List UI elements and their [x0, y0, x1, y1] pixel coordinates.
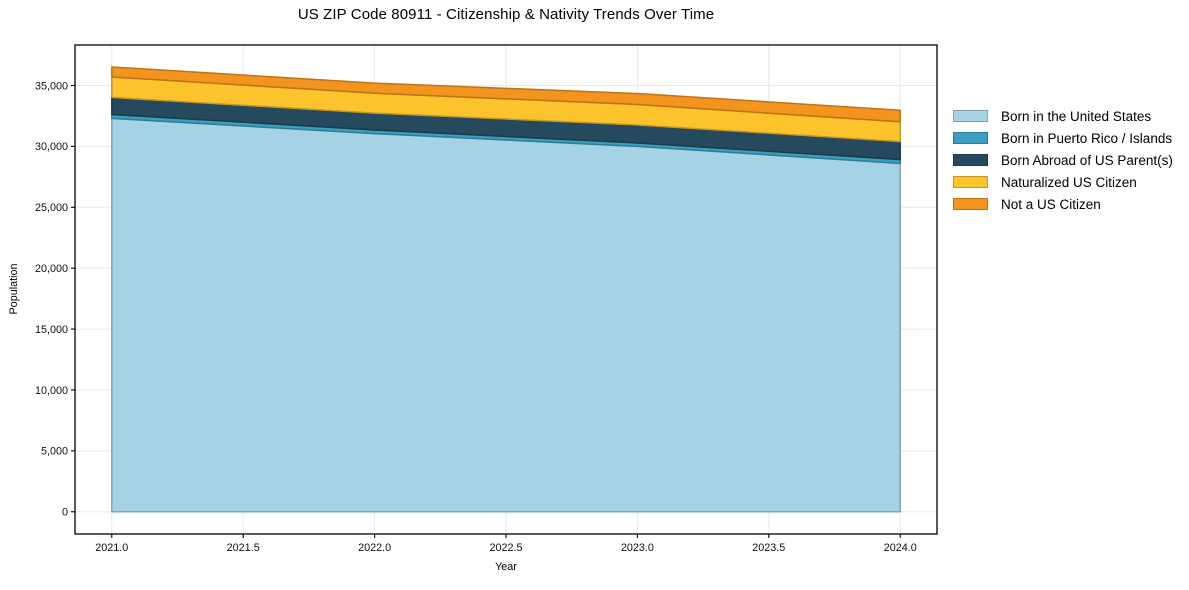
x-tick-label: 2022.0: [358, 542, 391, 554]
area-series-4: [111, 66, 901, 123]
y-tick-label: 20,000: [35, 263, 68, 275]
legend-item-2: Born Abroad of US Parent(s): [953, 149, 1173, 171]
legend-item-3: Naturalized US Citizen: [953, 171, 1173, 193]
legend-swatch: [953, 153, 988, 167]
legend-swatch: [953, 175, 988, 189]
y-tick-label: 10,000: [35, 385, 68, 397]
x-tick-label: 2024.0: [884, 542, 917, 554]
area-series-0: [111, 117, 901, 513]
legend-swatch: [953, 109, 988, 123]
y-tick-label: 25,000: [35, 202, 68, 214]
y-tick-label: 30,000: [35, 141, 68, 153]
y-tick-label: 15,000: [35, 324, 68, 336]
x-tick-label: 2021.0: [95, 542, 128, 554]
y-tick-label: 5,000: [41, 446, 68, 458]
x-tick-label: 2023.5: [752, 542, 785, 554]
y-tick-label: 35,000: [35, 80, 68, 92]
legend-item-0: Born in the United States: [953, 105, 1173, 127]
legend-swatch: [953, 131, 988, 145]
legend-label: Born in the United States: [1001, 108, 1152, 124]
y-tick-label: 0: [62, 507, 68, 519]
x-axis-label: Year: [495, 561, 517, 573]
legend-item-1: Born in Puerto Rico / Islands: [953, 127, 1173, 149]
legend-label: Born Abroad of US Parent(s): [1001, 152, 1173, 168]
legend-label: Not a US Citizen: [1001, 196, 1101, 212]
x-tick-label: 2021.5: [227, 542, 260, 554]
y-axis-label: Population: [8, 263, 20, 315]
legend-label: Naturalized US Citizen: [1001, 174, 1137, 190]
x-tick-label: 2023.0: [621, 542, 654, 554]
legend-label: Born in Puerto Rico / Islands: [1001, 130, 1173, 146]
chart-title: US ZIP Code 80911 - Citizenship & Nativi…: [297, 6, 715, 23]
legend: Born in the United States Born in Puerto …: [953, 105, 1173, 215]
x-tick-label: 2022.5: [489, 542, 522, 554]
legend-item-4: Not a US Citizen: [953, 193, 1173, 215]
legend-swatch: [953, 197, 988, 211]
